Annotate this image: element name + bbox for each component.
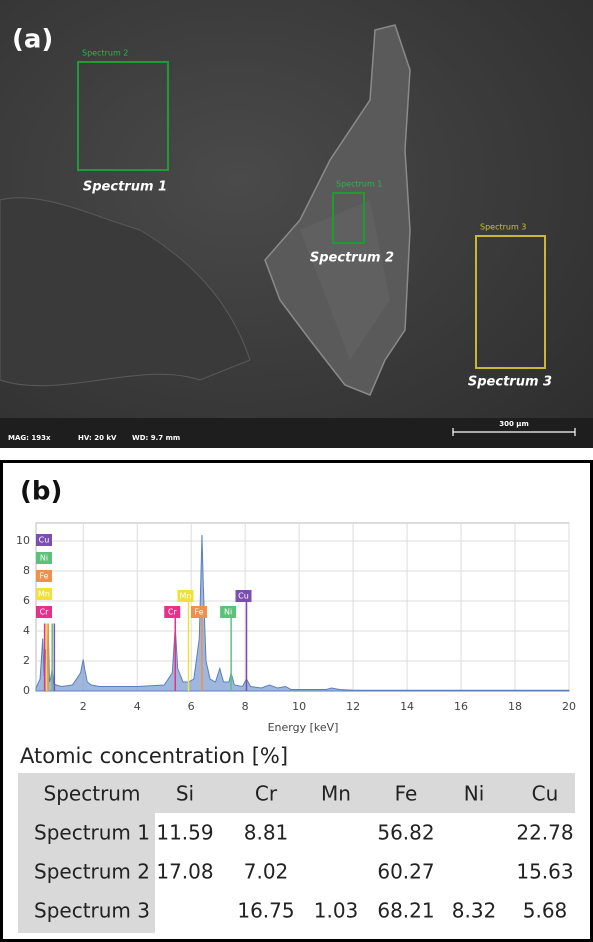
region-tag: Spectrum 1 — [336, 180, 382, 189]
x-tick-label: 16 — [454, 700, 468, 713]
element-label: Cr — [40, 608, 50, 617]
table-cell: 17.08 — [156, 860, 213, 884]
x-tick-label: 4 — [134, 700, 141, 713]
table-cell: 15.63 — [516, 860, 573, 884]
element-label: Cu — [39, 536, 50, 545]
region-caption: Spectrum 2 — [310, 251, 394, 266]
table-cell: 7.02 — [244, 860, 289, 884]
table-cell: 8.32 — [452, 899, 497, 923]
element-label: Fe — [194, 608, 203, 617]
table-cell: 11.59 — [156, 821, 213, 845]
region-tag: Spectrum 3 — [480, 223, 526, 232]
table-cell: 16.75 — [237, 899, 294, 923]
y-tick-label: 2 — [23, 654, 30, 667]
x-tick-label: 2 — [80, 700, 87, 713]
table-cell: 60.27 — [377, 860, 434, 884]
region-caption: Spectrum 3 — [468, 375, 552, 390]
x-tick-label: 12 — [346, 700, 360, 713]
panel-label: (a) — [12, 25, 53, 55]
table-header-cell: Cu — [532, 782, 559, 806]
table-cell: Spectrum 3 — [34, 899, 150, 923]
x-tick-label: 18 — [508, 700, 522, 713]
table-cell: 68.21 — [377, 899, 434, 923]
table-cell: 1.03 — [314, 899, 359, 923]
y-tick-label: 6 — [23, 594, 30, 607]
x-tick-label: 20 — [562, 700, 576, 713]
element-label: Cu — [238, 592, 249, 601]
table-cell: 56.82 — [377, 821, 434, 845]
region-tag: Spectrum 2 — [82, 49, 128, 58]
y-tick-label: 10 — [16, 534, 30, 547]
info-hv: HV: 20 kV — [78, 434, 117, 442]
table-header-cell: Si — [176, 782, 194, 806]
table-header-cell: Spectrum — [44, 782, 141, 806]
y-tick-label: 8 — [23, 564, 30, 577]
info-wd: WD: 9.7 mm — [132, 434, 180, 442]
x-tick-label: 10 — [292, 700, 306, 713]
element-label: Ni — [40, 554, 48, 563]
page: SEM image and EDS spectrum {"panel_a": {… — [0, 0, 593, 942]
x-tick-label: 6 — [188, 700, 195, 713]
element-label: Mn — [179, 592, 191, 601]
table-header-cell: Fe — [395, 782, 418, 806]
x-axis-label: Energy [keV] — [268, 721, 339, 734]
region-caption: Spectrum 1 — [83, 180, 167, 195]
element-label: Fe — [39, 572, 48, 581]
element-label: Mn — [38, 590, 50, 599]
element-label: Cr — [168, 608, 178, 617]
panel-label: (b) — [20, 477, 62, 507]
table-cell: 8.81 — [244, 821, 289, 845]
x-tick-label: 8 — [242, 700, 249, 713]
plot-area — [36, 523, 569, 691]
body: Spectrum 2 Spectrum 1 Spectrum 3 Spectru… — [0, 0, 593, 942]
figure: Spectrum 2 Spectrum 1 Spectrum 3 Spectru… — [0, 0, 593, 942]
element-label: Ni — [224, 608, 232, 617]
table-title: Atomic concentration [%] — [20, 744, 288, 768]
scale-label: 300 µm — [499, 420, 529, 428]
x-tick-label: 14 — [400, 700, 414, 713]
y-tick-label: 4 — [23, 624, 30, 637]
y-tick-label: 0 — [23, 684, 30, 697]
info-mag: MAG: 193x — [8, 434, 51, 442]
table-header-cell: Cr — [255, 782, 278, 806]
table-header-cell: Mn — [321, 782, 351, 806]
table-cell: 5.68 — [523, 899, 568, 923]
table-cell: Spectrum 2 — [34, 860, 150, 884]
table-header-cell: Ni — [464, 782, 485, 806]
table-cell: 22.78 — [516, 821, 573, 845]
table-cell: Spectrum 1 — [34, 821, 150, 845]
